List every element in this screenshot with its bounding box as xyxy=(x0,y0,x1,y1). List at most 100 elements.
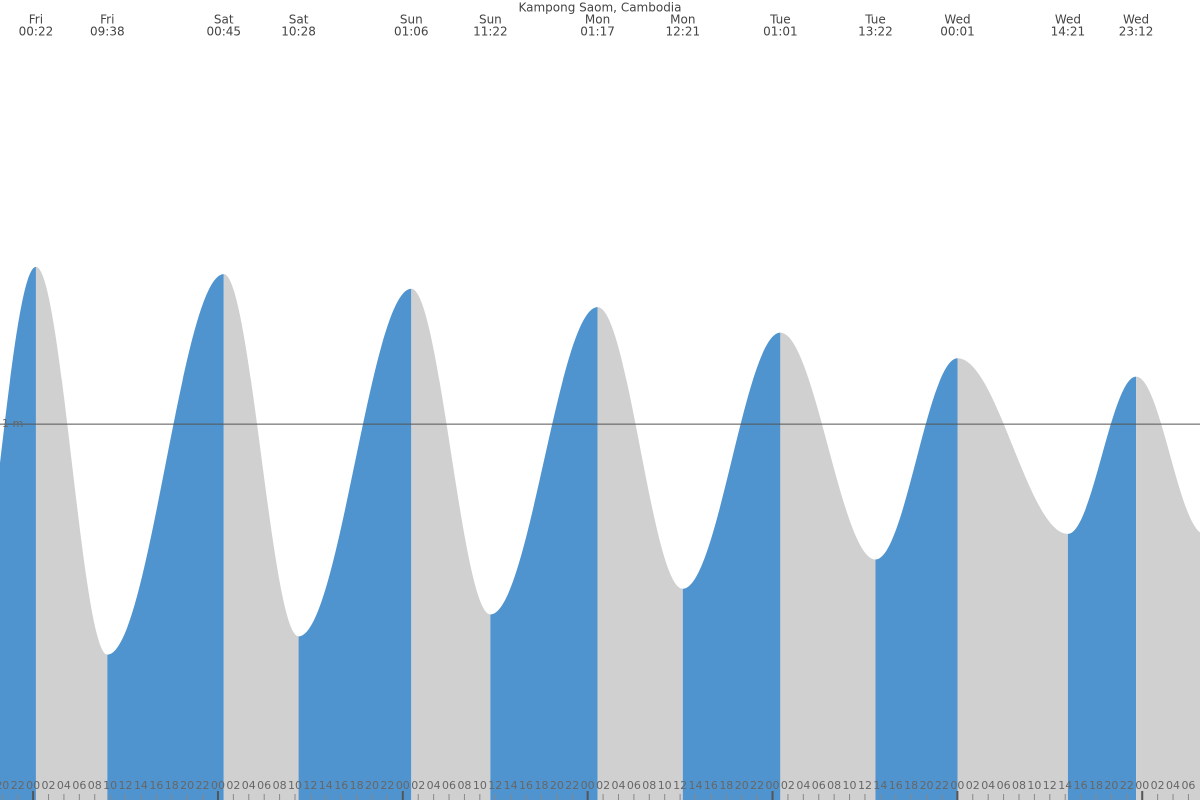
x-tick-label: 06 xyxy=(627,779,641,792)
x-tick-label: 08 xyxy=(642,779,656,792)
x-tick-label: 14 xyxy=(134,779,148,792)
x-tick-label: 20 xyxy=(550,779,564,792)
extreme-time: 00:22 xyxy=(19,25,54,39)
extreme-day: Tue xyxy=(769,13,791,27)
extreme-time: 12:21 xyxy=(666,25,701,39)
extreme-time: 09:38 xyxy=(90,25,125,39)
x-tick-label: 06 xyxy=(257,779,271,792)
tide-segment xyxy=(1136,376,1200,800)
tide-segment xyxy=(411,288,491,800)
x-tick-label: 18 xyxy=(534,779,548,792)
x-tick-label: 06 xyxy=(997,779,1011,792)
x-tick-label: 18 xyxy=(350,779,364,792)
x-tick-label: 02 xyxy=(226,779,240,792)
x-tick-label: 14 xyxy=(873,779,887,792)
x-tick-label: 14 xyxy=(319,779,333,792)
extreme-day: Wed xyxy=(1123,13,1149,27)
x-tick-label: 14 xyxy=(1058,779,1072,792)
extreme-day: Wed xyxy=(1055,13,1081,27)
x-tick-label: 02 xyxy=(781,779,795,792)
x-tick-label: 06 xyxy=(812,779,826,792)
x-tick-label: 00 xyxy=(1135,779,1149,792)
x-tick-label: 16 xyxy=(889,779,903,792)
x-tick-label: 12 xyxy=(119,779,133,792)
x-tick-label: 02 xyxy=(42,779,56,792)
x-tick-label: 04 xyxy=(981,779,995,792)
extreme-day: Sat xyxy=(289,13,309,27)
extreme-day: Sat xyxy=(214,13,234,27)
extreme-time: 01:17 xyxy=(580,25,615,39)
extreme-day: Fri xyxy=(29,13,43,27)
tide-segment xyxy=(780,332,876,800)
x-tick-label: 16 xyxy=(1074,779,1088,792)
x-tick-label: 10 xyxy=(1027,779,1041,792)
x-tick-label: 14 xyxy=(504,779,518,792)
x-tick-label: 22 xyxy=(935,779,949,792)
x-tick-label: 12 xyxy=(673,779,687,792)
x-tick-label: 04 xyxy=(427,779,441,792)
x-tick-label: 22 xyxy=(11,779,25,792)
extreme-time: 01:06 xyxy=(394,25,429,39)
x-tick-label: 16 xyxy=(334,779,348,792)
x-tick-label: 08 xyxy=(273,779,287,792)
x-tick-label: 08 xyxy=(88,779,102,792)
x-tick-label: 14 xyxy=(689,779,703,792)
extreme-day: Mon xyxy=(670,13,695,27)
tide-segment xyxy=(223,274,299,800)
extreme-time: 14:21 xyxy=(1051,25,1086,39)
tide-segment xyxy=(875,358,958,800)
x-tick-label: 20 xyxy=(0,779,9,792)
x-tick-label: 08 xyxy=(1012,779,1026,792)
extreme-day: Mon xyxy=(585,13,610,27)
x-tick-label: 10 xyxy=(288,779,302,792)
extreme-time: 23:12 xyxy=(1119,25,1154,39)
x-tick-label: 00 xyxy=(396,779,410,792)
x-tick-label: 04 xyxy=(242,779,256,792)
x-tick-label: 12 xyxy=(858,779,872,792)
extreme-day: Wed xyxy=(944,13,970,27)
extreme-time: 00:01 xyxy=(940,25,975,39)
x-tick-label: 22 xyxy=(196,779,210,792)
tide-areas xyxy=(0,266,1200,800)
x-tick-label: 20 xyxy=(735,779,749,792)
x-tick-label: 22 xyxy=(750,779,764,792)
x-tick-label: 16 xyxy=(149,779,163,792)
x-tick-label: 18 xyxy=(165,779,179,792)
x-tick-label: 04 xyxy=(611,779,625,792)
x-tick-label: 06 xyxy=(1181,779,1195,792)
x-tick-label: 18 xyxy=(904,779,918,792)
x-tick-label: 08 xyxy=(827,779,841,792)
x-tick-label: 02 xyxy=(411,779,425,792)
x-tick-label: 02 xyxy=(966,779,980,792)
extreme-time: 01:01 xyxy=(763,25,798,39)
x-tick-label: 00 xyxy=(26,779,40,792)
x-tick-label: 20 xyxy=(1104,779,1118,792)
overlay: 1 mFri00:22Fri09:38Sat00:45Sat10:28Sun01… xyxy=(0,13,1200,800)
tide-segment xyxy=(957,358,1068,800)
x-tick-label: 02 xyxy=(1151,779,1165,792)
x-tick-label: 00 xyxy=(950,779,964,792)
x-tick-label: 18 xyxy=(1089,779,1103,792)
x-tick-label: 12 xyxy=(488,779,502,792)
x-tick-label: 04 xyxy=(1166,779,1180,792)
x-tick-label: 00 xyxy=(581,779,595,792)
y-tick-label: 1 m xyxy=(2,417,23,430)
tide-segment xyxy=(490,307,598,800)
extreme-day: Tue xyxy=(864,13,886,27)
x-tick-label: 06 xyxy=(442,779,456,792)
extreme-day: Fri xyxy=(100,13,114,27)
x-tick-label: 08 xyxy=(457,779,471,792)
x-tick-label: 22 xyxy=(380,779,394,792)
x-tick-label: 10 xyxy=(843,779,857,792)
x-tick-label: 22 xyxy=(1120,779,1134,792)
extreme-time: 00:45 xyxy=(206,25,241,39)
x-tick-label: 16 xyxy=(519,779,533,792)
tide-segment xyxy=(35,266,108,800)
x-tick-label: 18 xyxy=(719,779,733,792)
tide-segment xyxy=(298,288,412,800)
x-tick-label: 22 xyxy=(565,779,579,792)
extreme-day: Sun xyxy=(479,13,502,27)
extreme-time: 11:22 xyxy=(473,25,508,39)
tide-segment xyxy=(597,307,683,800)
